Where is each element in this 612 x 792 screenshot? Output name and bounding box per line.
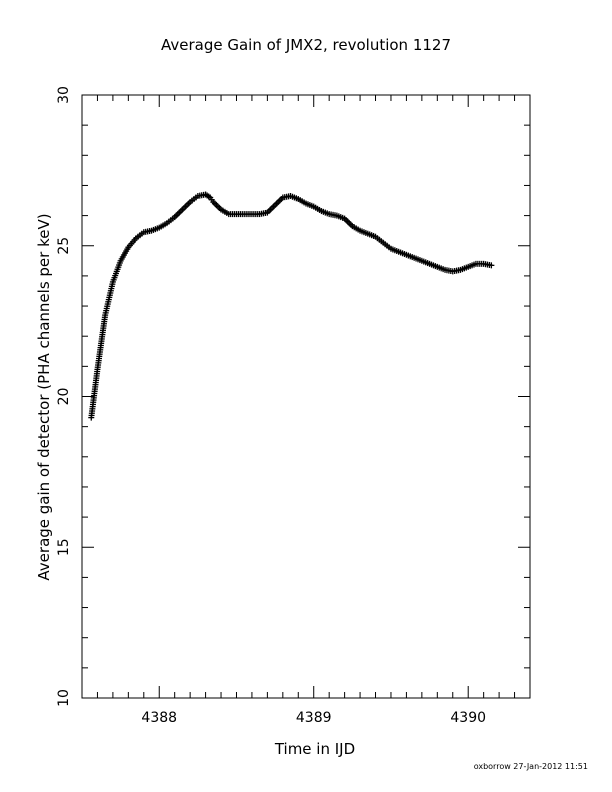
- y-tick-label: 15: [56, 538, 72, 556]
- plot-footer: oxborrow 27-Jan-2012 11:51: [473, 762, 588, 771]
- y-tick-label: 10: [56, 689, 72, 707]
- y-tick-label: 20: [56, 388, 72, 406]
- x-tick-label: 4389: [296, 710, 332, 726]
- plot-frame: [81, 94, 531, 699]
- y-tick-label: 30: [56, 86, 72, 104]
- axes: 4388 4389 4390 10 15 20 25 30: [56, 86, 531, 726]
- x-tick-label: 4390: [450, 710, 486, 726]
- y-axis-label: Average gain of detector (PHA channels p…: [35, 213, 53, 581]
- data-point: [488, 262, 495, 269]
- x-axis-label: Time in IJD: [274, 740, 356, 758]
- x-tick-label: 4388: [141, 710, 177, 726]
- chart-title: Average Gain of JMX2, revolution 1127: [160, 36, 452, 54]
- y-tick-label: 25: [56, 237, 72, 255]
- data-series: [88, 191, 495, 421]
